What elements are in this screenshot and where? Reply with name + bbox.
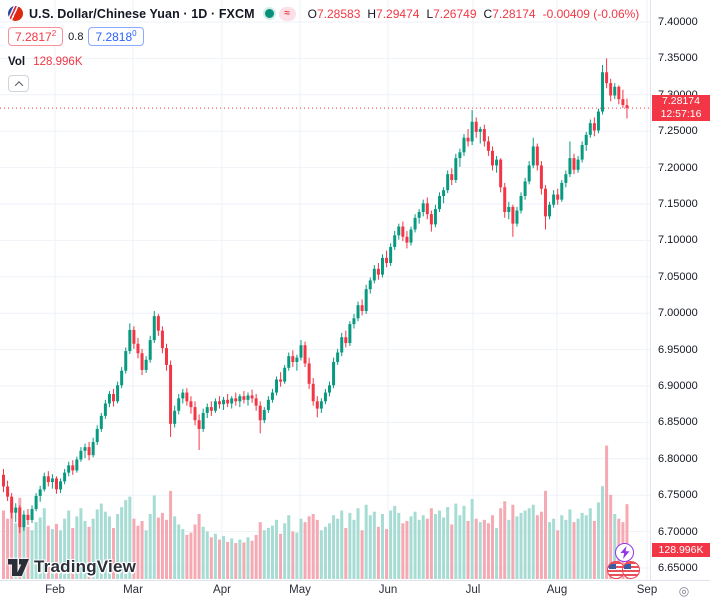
price-tick-label: 6.90000 (658, 380, 698, 392)
price-tick-label: 6.80000 (658, 452, 698, 465)
flag-avatar-icon[interactable] (622, 561, 640, 579)
month-tick-label: May (289, 584, 311, 596)
price-tick-label: 6.75000 (658, 489, 698, 502)
scroll-to-realtime-icon[interactable]: ◎ (678, 584, 690, 598)
month-tick-label: Aug (546, 584, 568, 596)
month-tick-label: Apr (213, 584, 231, 596)
month-tick-label: Jun (378, 584, 398, 596)
bid-ask-row: 7.28172 0.8 7.28180 (8, 27, 144, 46)
low-value: L7.26749 (426, 6, 477, 21)
last-price-value: 7.28174 (662, 95, 700, 108)
chart-plot-area[interactable] (0, 0, 650, 580)
price-tick-label: 7.40000 (658, 16, 698, 28)
sell-bid-button[interactable]: 7.28172 (8, 27, 64, 46)
change-value: -0.00409 (-0.06%) (542, 6, 640, 21)
high-value: H7.29474 (367, 6, 420, 21)
tradingview-mark-icon (8, 558, 29, 576)
price-axis[interactable]: 7.28174 12:57:16 128.996K 7.40000 7.35000… (650, 0, 710, 580)
month-tick-label: Jul (465, 584, 481, 596)
month-tick-label: Mar (123, 584, 143, 596)
volume-label: Vol (8, 56, 26, 68)
price-tick-label: 6.85000 (658, 416, 698, 429)
price-tick-label: 6.65000 (658, 562, 698, 574)
ohlc-values: O7.28583 H7.29474 L7.26749 C7.28174 -0.0… (308, 7, 640, 21)
market-status-dot-icon[interactable] (264, 9, 274, 18)
price-tick-label: 7.10000 (658, 234, 698, 247)
open-value: O7.28583 (307, 6, 361, 21)
volume-axis-tag: 128.996K (652, 543, 710, 557)
month-tick-label: Sep (636, 584, 658, 596)
bar-countdown: 12:57:16 (660, 108, 702, 121)
tradingview-logo[interactable]: TradingView (8, 557, 136, 577)
time-axis[interactable]: ◎ Feb Mar Apr May Jun Jul Aug Sep (0, 580, 710, 600)
candlestick-volume-canvas[interactable] (0, 0, 650, 580)
last-price-tag: 7.28174 12:57:16 (652, 95, 710, 122)
volume-value: 128.996K (33, 56, 83, 68)
close-value: C7.28174 (483, 6, 536, 21)
chart-legend: U.S. Dollar/Chinese Yuan · 1D · FXCM ≈ O… (8, 5, 639, 22)
price-tick-label: 7.00000 (658, 307, 698, 320)
price-tick-label: 7.25000 (658, 125, 698, 138)
spread-value: 0.8 (68, 30, 84, 43)
price-tick-label: 7.15000 (658, 198, 698, 210)
pane-collapse-button[interactable] (8, 75, 29, 92)
minds-feed-icon[interactable]: ≈ (278, 6, 296, 21)
price-tick-label: 6.70000 (658, 525, 698, 538)
volume-study-legend[interactable]: Vol 128.996K (8, 56, 83, 68)
month-tick-label: Feb (45, 584, 65, 596)
price-tick-label: 6.95000 (658, 343, 698, 356)
price-tick-label: 7.35000 (658, 52, 698, 65)
boost-lightning-icon[interactable] (615, 543, 634, 562)
buy-ask-button[interactable]: 7.28180 (88, 27, 144, 46)
symbol-title[interactable]: U.S. Dollar/Chinese Yuan · 1D · FXCM (29, 6, 255, 21)
tradingview-brand-text: TradingView (34, 557, 137, 576)
chevron-up-icon (14, 80, 23, 90)
price-tick-label: 7.05000 (658, 270, 698, 283)
usd-cny-flag-icon (8, 6, 23, 21)
price-tick-label: 7.20000 (658, 161, 698, 174)
